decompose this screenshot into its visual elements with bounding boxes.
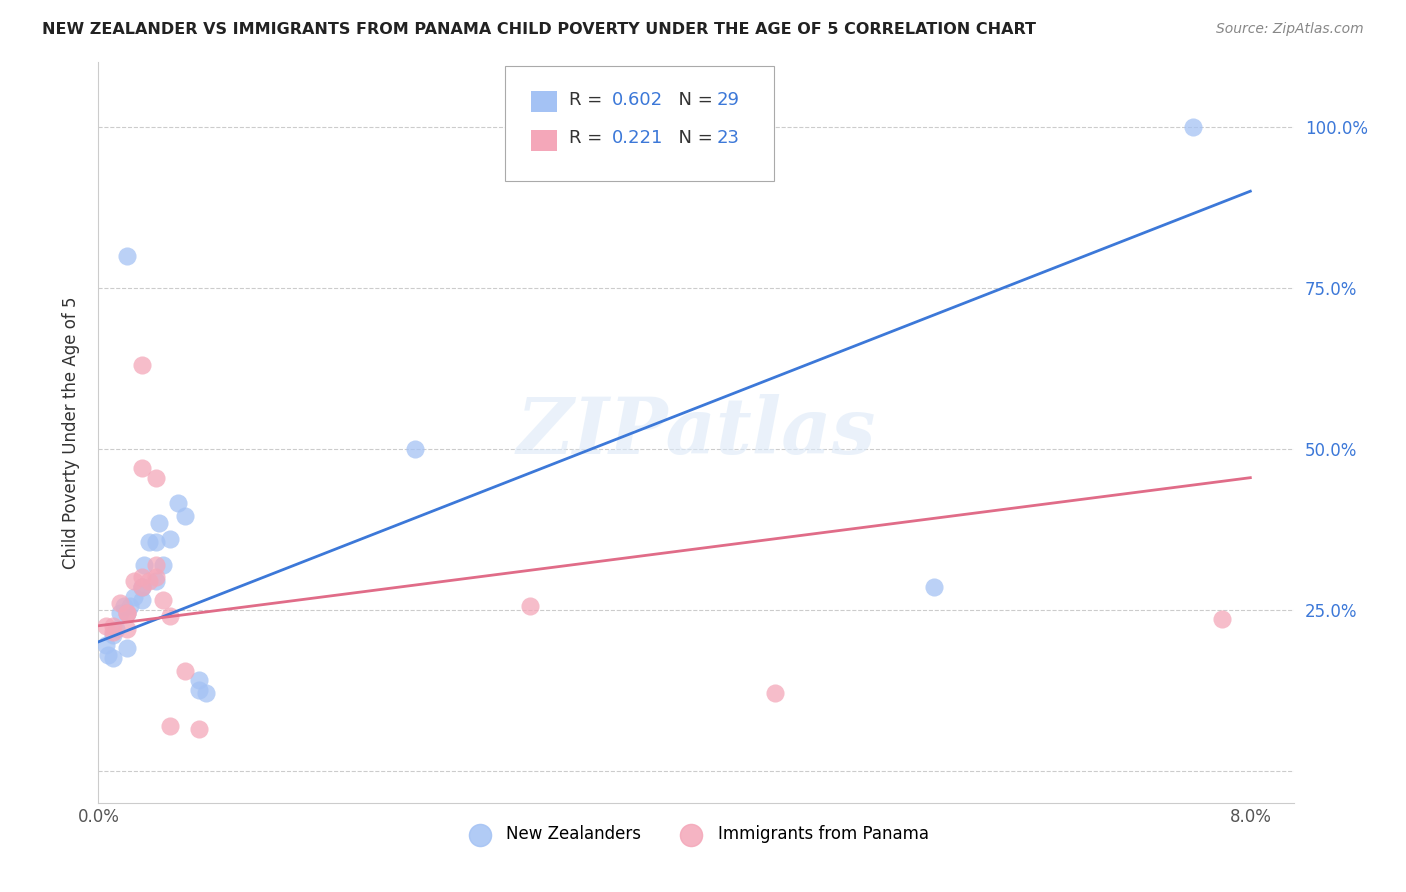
- Point: [134, 558, 156, 572]
- Point: [922, 580, 945, 594]
- Point: [148, 516, 170, 530]
- Point: [173, 509, 195, 524]
- Point: [195, 686, 218, 700]
- Point: [112, 599, 135, 614]
- Point: [115, 606, 138, 620]
- Point: [115, 249, 138, 263]
- Point: [519, 599, 541, 614]
- Y-axis label: Child Poverty Under the Age of 5: Child Poverty Under the Age of 5: [62, 296, 80, 569]
- Point: [131, 570, 153, 584]
- Point: [131, 461, 153, 475]
- Text: 0.221: 0.221: [613, 129, 664, 147]
- Point: [101, 651, 124, 665]
- Point: [145, 471, 167, 485]
- Point: [166, 496, 188, 510]
- Point: [131, 580, 153, 594]
- Point: [131, 358, 153, 372]
- Point: [138, 535, 160, 549]
- Point: [124, 590, 146, 604]
- Point: [101, 619, 124, 633]
- Point: [145, 558, 167, 572]
- Point: [1211, 612, 1233, 626]
- Point: [159, 609, 181, 624]
- Point: [131, 580, 153, 594]
- Point: [159, 532, 181, 546]
- Point: [763, 686, 786, 700]
- Point: [152, 558, 174, 572]
- Point: [115, 606, 138, 620]
- Point: [145, 570, 167, 584]
- Point: [108, 596, 131, 610]
- Point: [173, 664, 195, 678]
- Point: [101, 628, 124, 642]
- Text: ZIPatlas: ZIPatlas: [516, 394, 876, 471]
- Point: [124, 574, 146, 588]
- Text: N =: N =: [668, 91, 718, 109]
- Point: [115, 641, 138, 656]
- Text: NEW ZEALANDER VS IMMIGRANTS FROM PANAMA CHILD POVERTY UNDER THE AGE OF 5 CORRELA: NEW ZEALANDER VS IMMIGRANTS FROM PANAMA …: [42, 22, 1036, 37]
- Point: [159, 718, 181, 732]
- Point: [188, 673, 211, 688]
- Point: [94, 638, 117, 652]
- Text: R =: R =: [569, 91, 609, 109]
- Point: [115, 622, 138, 636]
- Point: [145, 574, 167, 588]
- Point: [108, 606, 131, 620]
- Text: R =: R =: [569, 129, 609, 147]
- Point: [188, 722, 211, 736]
- Text: 0.602: 0.602: [613, 91, 664, 109]
- Point: [188, 683, 211, 698]
- Point: [115, 606, 138, 620]
- Point: [131, 593, 153, 607]
- Point: [1181, 120, 1204, 134]
- Point: [120, 599, 142, 614]
- Point: [131, 580, 153, 594]
- Point: [138, 574, 160, 588]
- Text: 29: 29: [716, 91, 740, 109]
- Point: [404, 442, 426, 456]
- Legend: New Zealanders, Immigrants from Panama: New Zealanders, Immigrants from Panama: [457, 819, 935, 850]
- Point: [152, 593, 174, 607]
- Point: [145, 535, 167, 549]
- Point: [94, 619, 117, 633]
- FancyBboxPatch shape: [531, 130, 557, 151]
- FancyBboxPatch shape: [505, 66, 773, 181]
- Point: [101, 625, 124, 640]
- FancyBboxPatch shape: [531, 91, 557, 112]
- Point: [97, 648, 120, 662]
- Text: 23: 23: [716, 129, 740, 147]
- Text: Source: ZipAtlas.com: Source: ZipAtlas.com: [1216, 22, 1364, 37]
- Text: N =: N =: [668, 129, 718, 147]
- Point: [104, 622, 127, 636]
